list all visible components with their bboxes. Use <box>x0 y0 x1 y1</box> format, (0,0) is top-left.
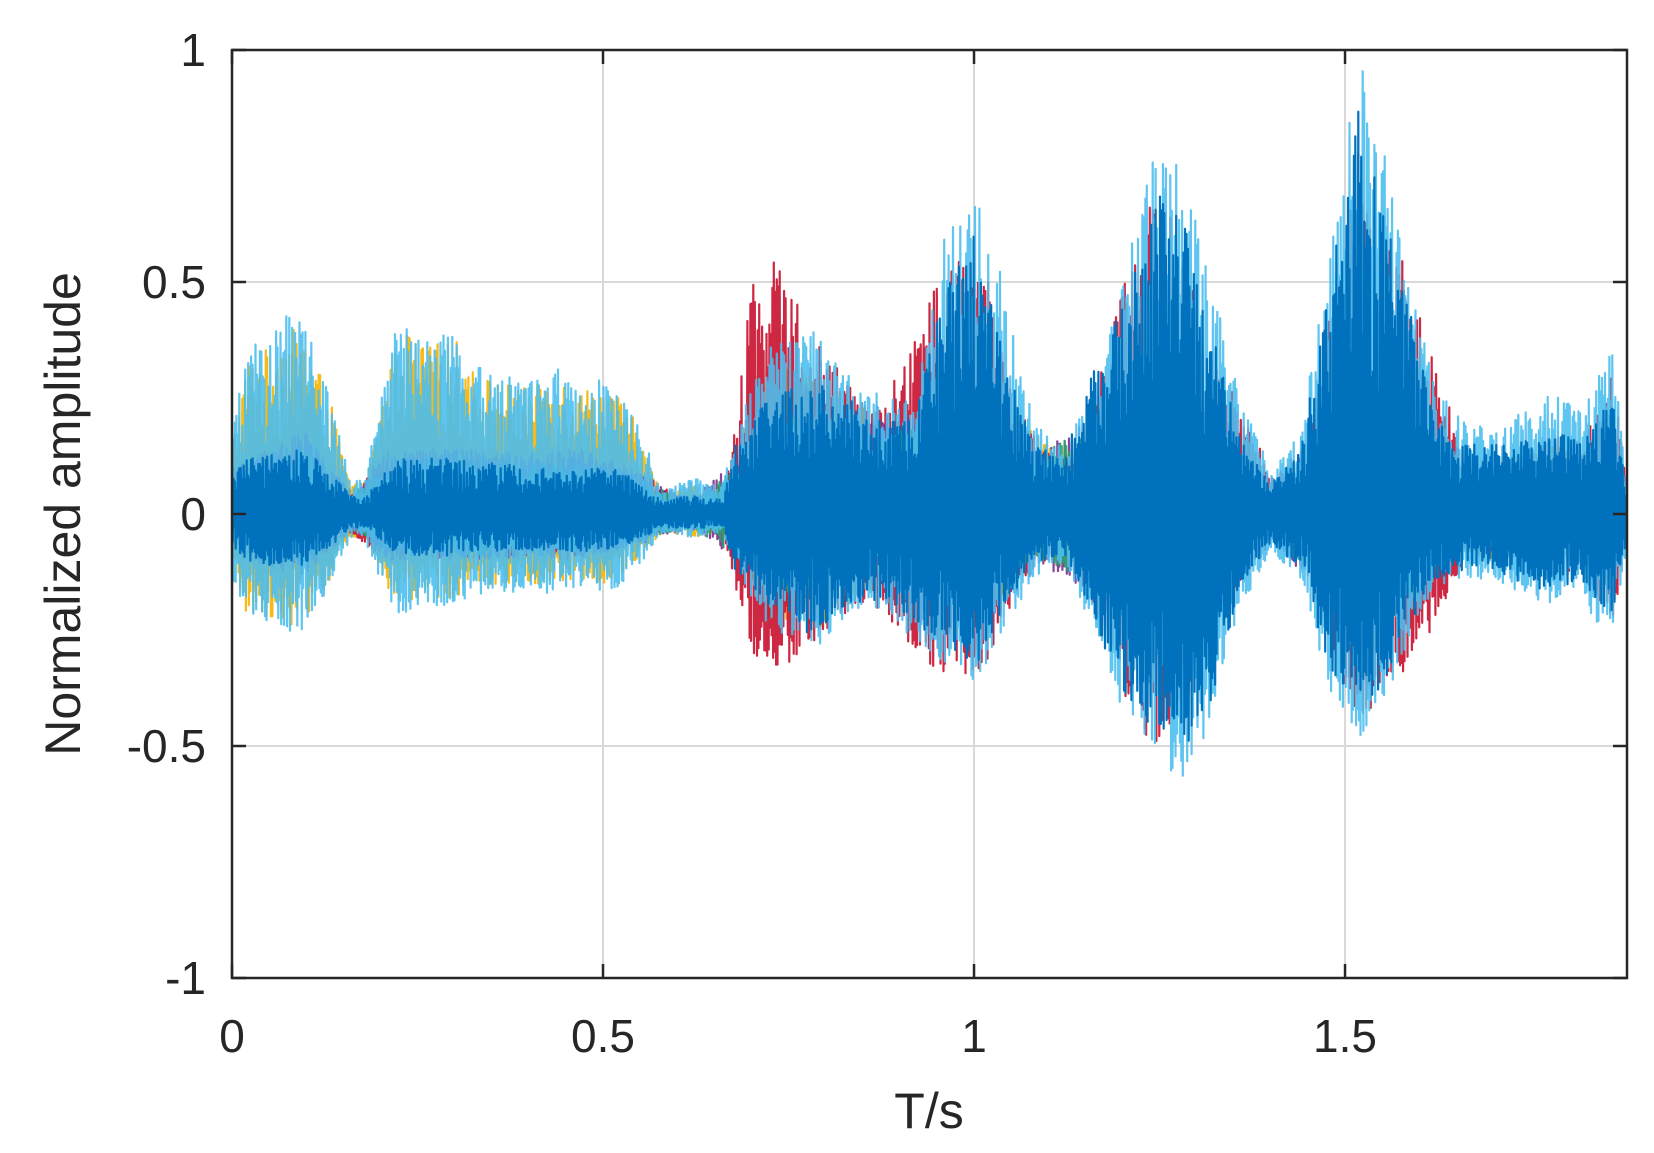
x-tick-labels: 0 0.5 1 1.5 <box>219 1010 1377 1062</box>
waveform-series <box>232 70 1627 777</box>
y-axis-label: Normalized amplitude <box>35 272 91 756</box>
tick-marks <box>230 48 1627 980</box>
x-tick-label-3: 1.5 <box>1313 1010 1377 1062</box>
y-tick-label-2: 0 <box>180 488 206 540</box>
y-tick-label-3: -0.5 <box>127 720 206 772</box>
y-tick-label-0: 1 <box>180 24 206 76</box>
plot-area <box>232 70 1627 777</box>
y-tick-label-4: -1 <box>165 952 206 1004</box>
x-tick-label-0: 0 <box>219 1010 245 1062</box>
y-tick-label-1: 0.5 <box>142 256 206 308</box>
series-line-5 <box>232 110 1627 742</box>
x-axis-label: T/s <box>894 1083 963 1139</box>
y-tick-labels: 1 0.5 0 -0.5 -1 <box>127 24 206 1004</box>
x-tick-label-1: 0.5 <box>571 1010 635 1062</box>
x-tick-label-2: 1 <box>961 1010 987 1062</box>
